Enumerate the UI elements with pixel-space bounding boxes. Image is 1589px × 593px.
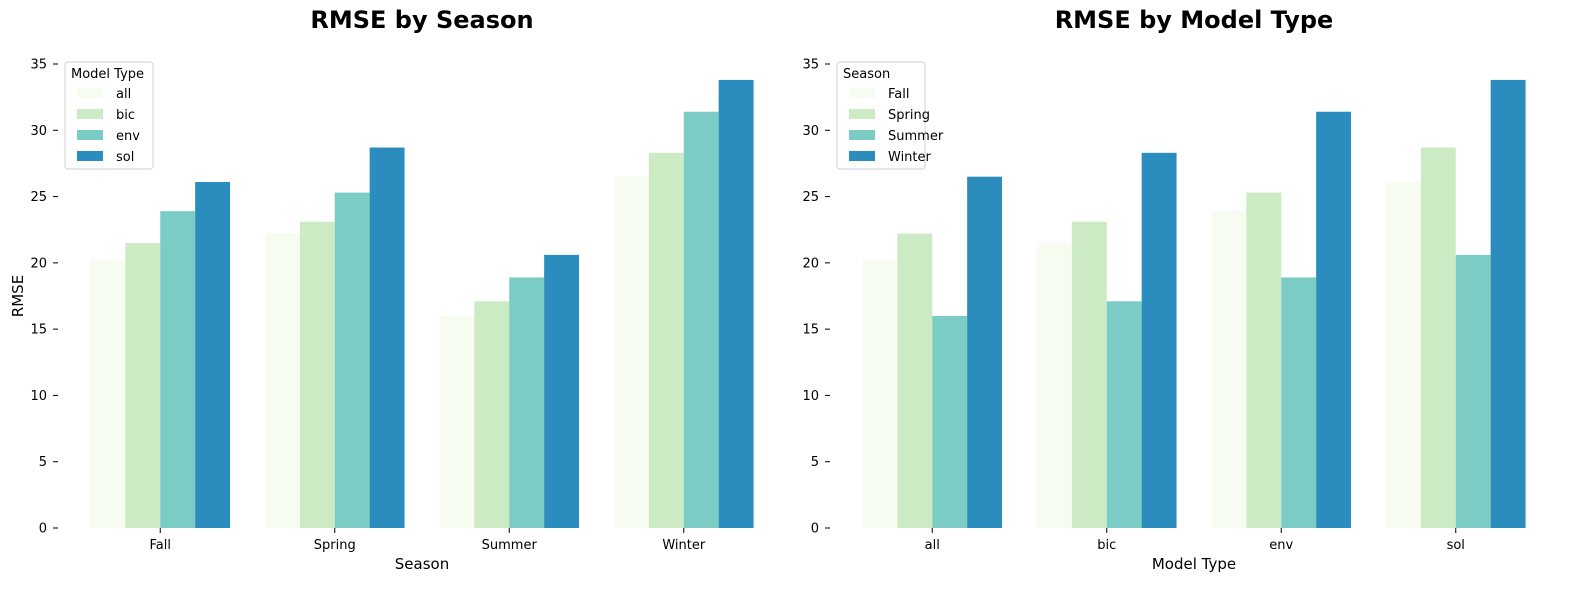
x-tick-label: Summer bbox=[482, 538, 538, 553]
bar-Summer-bic bbox=[474, 301, 510, 528]
bar-sol-Winter bbox=[1490, 79, 1526, 528]
legend-title: Model Type bbox=[71, 67, 144, 82]
y-tick-label: 15 bbox=[802, 323, 819, 338]
bar-Fall-bic bbox=[125, 242, 161, 528]
y-tick-label: 0 bbox=[39, 522, 47, 537]
bar-Spring-bic bbox=[299, 221, 335, 528]
legend-label-Winter: Winter bbox=[888, 150, 932, 165]
x-axis-label: Model Type bbox=[1152, 555, 1236, 573]
legend-title: Season bbox=[843, 67, 890, 82]
y-axis-label: RMSE bbox=[9, 275, 27, 317]
x-tick-label: env bbox=[1269, 538, 1293, 553]
x-tick-label: Winter bbox=[662, 538, 706, 553]
bar-env-Fall bbox=[1211, 211, 1247, 528]
y-tick-label: 25 bbox=[30, 190, 47, 205]
bar-Winter-bic bbox=[648, 152, 684, 528]
bar-all-Summer bbox=[932, 315, 968, 528]
y-tick-label: 20 bbox=[802, 256, 819, 271]
bar-Fall-env bbox=[160, 211, 196, 528]
bar-bic-Winter bbox=[1141, 152, 1177, 528]
chart-title: RMSE by Season bbox=[310, 6, 533, 34]
legend-swatch-Spring bbox=[849, 109, 875, 119]
legend-label-env: env bbox=[116, 129, 140, 144]
bar-env-Summer bbox=[1281, 277, 1317, 528]
chart-panel-1: RMSE by Season 0 5 10 15 20 25 30 35 RMSE Fall Spri… bbox=[9, 6, 754, 573]
bar-Summer-env bbox=[509, 277, 545, 528]
bar-bic-Fall bbox=[1036, 242, 1072, 528]
bar-Spring-sol bbox=[369, 147, 405, 528]
y-tick-label: 20 bbox=[30, 256, 47, 271]
y-tick-label: 35 bbox=[30, 58, 47, 73]
y-tick-label: 25 bbox=[802, 190, 819, 205]
y-tick-label: 5 bbox=[811, 455, 819, 470]
bar-sol-Spring bbox=[1420, 147, 1456, 528]
bar-Winter-sol bbox=[718, 79, 754, 528]
y-tick-label: 10 bbox=[30, 389, 47, 404]
legend: Season Fall Spring Summer Winter bbox=[836, 61, 944, 170]
bar-Winter-env bbox=[683, 111, 719, 529]
bar-all-Fall bbox=[862, 260, 898, 528]
legend-swatch-bic bbox=[77, 109, 103, 119]
legend-swatch-all bbox=[77, 88, 103, 98]
x-tick-label: Spring bbox=[314, 538, 356, 553]
bar-Spring-env bbox=[334, 192, 370, 528]
y-tick-label: 15 bbox=[30, 323, 47, 338]
legend-label-bic: bic bbox=[116, 108, 135, 123]
legend-label-Spring: Spring bbox=[888, 108, 930, 123]
legend-label-sol: sol bbox=[116, 150, 134, 165]
y-tick-label: 30 bbox=[802, 124, 819, 139]
bar-sol-Fall bbox=[1385, 181, 1421, 528]
legend-swatch-Winter bbox=[849, 151, 875, 161]
bar-all-Winter bbox=[967, 176, 1003, 528]
bar-all-Spring bbox=[897, 233, 933, 529]
bar-Summer-all bbox=[439, 315, 475, 528]
chart-panel-2: RMSE by Model Type 0 5 10 15 20 25 30 35 all bic en… bbox=[802, 6, 1526, 573]
y-tick-label: 35 bbox=[802, 58, 819, 73]
legend-label-all: all bbox=[116, 87, 131, 102]
y-tick-label: 5 bbox=[39, 455, 47, 470]
legend-swatch-sol bbox=[77, 151, 103, 161]
x-tick-label: Fall bbox=[150, 538, 171, 553]
legend-swatch-env bbox=[77, 130, 103, 140]
legend-swatch-Summer bbox=[849, 130, 875, 140]
bar-env-Winter bbox=[1316, 111, 1352, 529]
x-tick-label: bic bbox=[1097, 538, 1116, 553]
bar-sol-Summer bbox=[1455, 254, 1491, 528]
x-axis-label: Season bbox=[395, 555, 449, 573]
y-tick-label: 0 bbox=[811, 522, 819, 537]
legend-label-Summer: Summer bbox=[888, 129, 944, 144]
y-tick-label: 30 bbox=[30, 124, 47, 139]
bar-Summer-sol bbox=[544, 254, 580, 528]
chart-title: RMSE by Model Type bbox=[1055, 6, 1334, 34]
bar-env-Spring bbox=[1246, 192, 1282, 528]
bar-bic-Spring bbox=[1071, 221, 1107, 528]
bar-Fall-sol bbox=[195, 181, 231, 528]
bar-bic-Summer bbox=[1106, 301, 1142, 528]
legend-label-Fall: Fall bbox=[888, 87, 909, 102]
x-tick-label: sol bbox=[1447, 538, 1465, 553]
y-tick-label: 10 bbox=[802, 389, 819, 404]
legend: Model Type all bic env sol bbox=[64, 61, 154, 170]
legend-swatch-Fall bbox=[849, 88, 875, 98]
bar-Fall-all bbox=[90, 260, 126, 528]
bar-Winter-all bbox=[613, 176, 649, 528]
x-tick-label: all bbox=[925, 538, 940, 553]
bar-Spring-all bbox=[264, 233, 300, 529]
